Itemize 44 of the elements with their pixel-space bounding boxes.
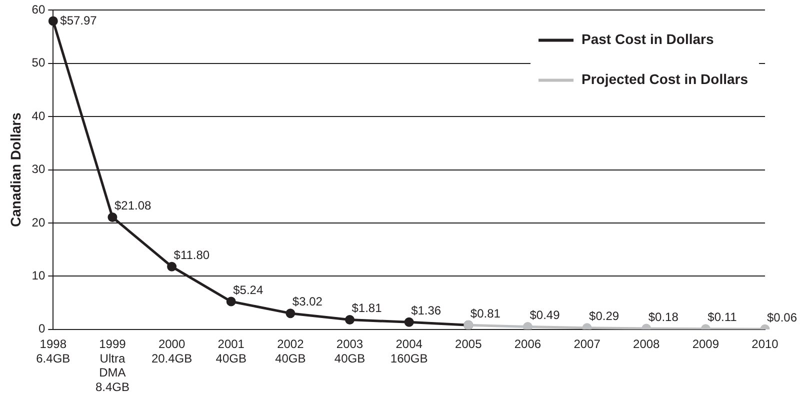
point (226, 296, 236, 306)
x-tick-label: 2001 40GB (216, 336, 246, 366)
x-tick-label: 2006 (514, 336, 542, 351)
data-label: $1.36 (411, 303, 442, 318)
y-tick-label: 0 (38, 322, 46, 336)
x-tick-label: 2007 (574, 336, 601, 351)
point (108, 212, 118, 222)
x-tick-label: 1999 Ultra DMA 8.4GB (95, 336, 130, 394)
y-axis-title: Canadian Dollars (7, 112, 24, 227)
x-tick-label: 2008 (633, 336, 660, 351)
y-tick-label: 30 (32, 162, 46, 176)
data-label: $0.49 (530, 308, 560, 322)
data-label: $0.06 (767, 310, 798, 324)
x-tick-label: 2003 40GB (334, 336, 366, 366)
x-tick-label: 2002 40GB (275, 336, 306, 366)
data-label: $1.81 (352, 301, 382, 316)
point (345, 315, 355, 325)
y-tick-label: 60 (32, 2, 46, 17)
point (404, 317, 414, 327)
point (522, 322, 532, 330)
x-tick-label: 2009 (692, 336, 720, 351)
data-label: $5.24 (233, 282, 264, 297)
data-label: $0.81 (470, 306, 501, 320)
x-tick-label: 1998 6.4GB (36, 336, 70, 366)
y-tick-label: 20 (32, 215, 46, 230)
x-tick-label: 2000 20.4GB (151, 336, 192, 366)
legend-label: Past Cost in Dollars (582, 31, 714, 48)
legend-label: Projected Cost in Dollars (582, 71, 748, 88)
data-label: $0.18 (648, 310, 679, 324)
data-label: $11.80 (174, 248, 210, 262)
point (167, 262, 177, 272)
data-label: $0.29 (589, 309, 620, 324)
data-label: $0.11 (708, 310, 738, 324)
data-label: $3.02 (292, 294, 323, 309)
data-label: $21.08 (114, 198, 152, 213)
point (48, 16, 58, 26)
x-tick-label: 2005 (455, 336, 482, 351)
y-tick-label: 10 (32, 268, 46, 283)
x-tick-label: 2010 (752, 336, 779, 351)
y-tick-label: 40 (32, 108, 46, 123)
point (286, 308, 296, 318)
data-label: $57.97 (60, 13, 98, 28)
x-tick-label: 2004 160GB (390, 336, 428, 366)
y-tick-label: 50 (32, 56, 46, 70)
